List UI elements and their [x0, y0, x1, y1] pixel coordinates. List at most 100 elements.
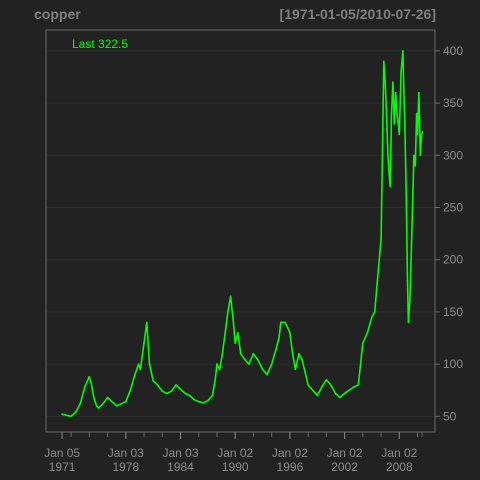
copper-price-point [393, 123, 396, 125]
copper-price-point [239, 352, 242, 355]
copper-price-point [243, 358, 246, 360]
copper-price-point [385, 112, 388, 115]
x-tick-label-year: 1984 [167, 460, 194, 474]
copper-price-point [184, 392, 186, 395]
copper-price-point [373, 311, 376, 313]
copper-price-point [284, 321, 287, 324]
copper-price-point [294, 368, 297, 371]
copper-price-point [392, 81, 394, 83]
copper-price-point [410, 258, 412, 261]
copper-price-point [400, 71, 402, 73]
copper-price-point [218, 368, 221, 371]
copper-price-point [143, 342, 145, 345]
y-tick-label: 200 [443, 253, 463, 267]
y-tick-label: 350 [443, 96, 463, 110]
copper-price-point [84, 386, 86, 388]
copper-price-point [134, 373, 136, 376]
copper-price-point [419, 154, 422, 157]
copper-price-point [414, 164, 417, 167]
copper-price-point [325, 379, 328, 381]
copper-price-point [418, 91, 420, 94]
copper-price-point [74, 411, 77, 414]
copper-price-point [261, 368, 264, 371]
copper-price-point [301, 358, 303, 360]
copper-price-point [211, 394, 214, 397]
copper-price-point [397, 123, 400, 125]
copper-price-point [380, 238, 382, 240]
copper-price-point [237, 332, 239, 334]
x-tick-label-year: 2002 [331, 460, 358, 474]
copper-price-point [94, 399, 96, 402]
copper-price-point [146, 321, 148, 324]
chart-title: copper [34, 6, 81, 22]
copper-price-point [357, 384, 360, 386]
copper-price-point [125, 400, 127, 403]
copper-price-point [197, 400, 200, 403]
copper-price-point [404, 123, 406, 125]
copper-price-point [95, 405, 98, 407]
copper-price-point [411, 206, 414, 209]
copper-price-point [396, 112, 398, 115]
plot-frame [45, 29, 436, 433]
y-tick-label: 150 [443, 305, 463, 319]
copper-price-point [339, 396, 341, 399]
copper-price-point [232, 321, 235, 324]
copper-price-point [102, 403, 104, 405]
copper-price-point [289, 332, 291, 334]
copper-price-point [415, 112, 418, 115]
last-value-label: Last 322.5 [72, 37, 128, 51]
copper-price-point [303, 368, 306, 371]
copper-price-point [156, 384, 159, 386]
copper-price-point [111, 400, 113, 403]
copper-price-point [224, 332, 226, 334]
copper-price-point [387, 154, 389, 157]
copper-price-point [207, 399, 209, 402]
copper-price-point [148, 363, 151, 365]
copper-price-point [166, 392, 168, 395]
y-tick-label: 300 [443, 148, 463, 162]
copper-price-point [381, 154, 384, 157]
copper-price-point [366, 332, 369, 334]
copper-price-point [307, 384, 309, 386]
copper-price-point [227, 311, 229, 313]
copper-price-point [270, 363, 273, 365]
x-tick-label-date: Jan 02 [272, 446, 308, 460]
x-tick-label-date: Jan 02 [327, 446, 363, 460]
copper-price-point [298, 352, 300, 355]
copper-price-point [188, 394, 191, 397]
copper-price-point [193, 398, 195, 401]
copper-price-point [398, 133, 401, 136]
copper-price-point [409, 300, 411, 303]
copper-price-point [413, 154, 415, 157]
copper-price-point [97, 407, 100, 409]
copper-price-point [383, 60, 385, 63]
copper-price-point [291, 352, 294, 355]
x-tick-label-date: Jan 02 [381, 446, 417, 460]
copper-price-point [115, 405, 118, 407]
copper-price-point [390, 112, 393, 115]
copper-price-point [234, 342, 236, 345]
copper-price-point [214, 379, 216, 381]
copper-price-point [248, 363, 250, 365]
date-range-label: [1971-01-05/2010-07-26] [280, 6, 436, 22]
copper-price-point [280, 321, 282, 324]
copper-price-point [229, 295, 232, 298]
copper-price-point [330, 384, 332, 386]
copper-price-point [352, 386, 355, 388]
copper-price-point [257, 359, 259, 361]
x-tick-label-year: 2008 [386, 460, 413, 474]
copper-price-point [79, 403, 81, 405]
x-tick-label-date: Jan 02 [217, 446, 253, 460]
y-tick-label: 400 [443, 44, 463, 58]
copper-price-point [394, 91, 397, 94]
copper-price-point [170, 390, 173, 393]
copper-price-point [384, 81, 387, 83]
y-tick-label: 250 [443, 201, 463, 215]
copper-price-point [61, 413, 63, 416]
copper-price-point [311, 389, 314, 392]
x-tick-label-date: Jan 05 [44, 446, 80, 460]
x-tick-label-year: 1996 [277, 460, 304, 474]
